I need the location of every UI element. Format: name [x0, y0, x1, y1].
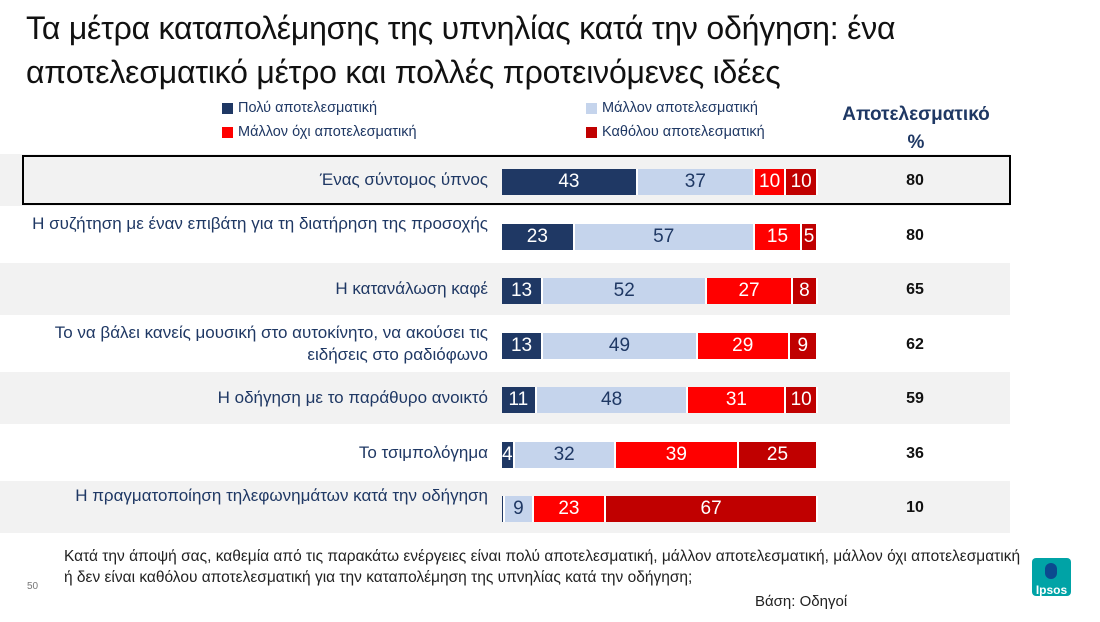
- category-label: Η κατανάλωση καφέ: [335, 279, 488, 298]
- legend-item-not-effective: Καθόλου αποτελεσματική: [586, 124, 765, 140]
- bar-segment-rather-effective: 32: [514, 441, 616, 468]
- legend-item-very-effective: Πολύ αποτελεσματική: [222, 100, 377, 116]
- legend-label-rather-not-effective: Μάλλον όχι αποτελεσματική: [238, 124, 417, 140]
- effective-column-header-unit: %: [907, 132, 925, 153]
- bar-segment-not-effective: 67: [606, 496, 818, 522]
- effective-total: 10: [906, 499, 924, 516]
- bar-segment-very-effective: 13: [502, 332, 544, 359]
- bar-segment-rather-effective: 37: [637, 169, 755, 195]
- bar-segment-rather-effective: 52: [543, 278, 708, 304]
- bar-segment-rather-not-effective: 10: [754, 169, 787, 195]
- legend-swatch-not-effective: [586, 126, 597, 138]
- bar-segment-rather-not-effective: 31: [688, 387, 787, 413]
- effective-column-header-title: Αποτελεσματικό: [842, 104, 990, 125]
- category-label: Ένας σύντομος ύπνος: [319, 170, 488, 189]
- legend-swatch-rather-not-effective: [222, 126, 233, 138]
- bar-segment-rather-effective: 57: [574, 223, 755, 250]
- effective-total: 36: [906, 444, 924, 462]
- page-number: 50: [27, 581, 39, 592]
- category-label: Το να βάλει κανείς μουσική στο αυτοκίνητ…: [54, 322, 488, 364]
- ipsos-logo-mark: [1045, 563, 1057, 579]
- bar-segment-very-effective: 4: [502, 441, 515, 468]
- bar-segment-rather-not-effective: 39: [615, 441, 739, 468]
- bar-segment-rather-not-effective: 23: [533, 496, 607, 522]
- legend-label-very-effective: Πολύ αποτελεσματική: [238, 100, 378, 116]
- bar-segment-rather-not-effective: 27: [707, 278, 793, 304]
- category-label: Η οδήγηση με το παράθυρο ανοικτό: [217, 388, 488, 407]
- bar-segment-very-effective: 13: [502, 278, 544, 304]
- effective-column-header: Αποτελεσματικό %: [826, 101, 1006, 157]
- effective-total: 80: [906, 226, 924, 244]
- bar-segment-not-effective: 8: [792, 278, 818, 304]
- category-label: Το τσιμπολόγημα: [358, 442, 488, 462]
- chart-title: Τα μέτρα καταπολέμησης της υπνηλίας κατά…: [26, 10, 896, 90]
- legend-label-not-effective: Καθόλου αποτελεσματική: [602, 124, 765, 140]
- category-label: Η συζήτηση με έναν επιβάτη για τη διατήρ…: [32, 213, 488, 233]
- bar-segment-very-effective: [502, 496, 506, 522]
- category-label: Η πραγματοποίηση τηλεφωνημάτων κατά την …: [75, 486, 488, 505]
- legend-swatch-rather-effective: [586, 102, 597, 114]
- bar-segment-not-effective: 9: [789, 332, 818, 359]
- effective-total: 65: [906, 281, 924, 298]
- bar-segment-very-effective: 23: [502, 223, 575, 250]
- ipsos-logo-text: Ipsos: [1035, 583, 1068, 597]
- bar-segment-not-effective: 10: [786, 169, 818, 195]
- bar-segment-rather-not-effective: 29: [697, 332, 790, 359]
- effective-total: 59: [906, 390, 924, 407]
- ipsos-logo: Ipsos: [1032, 558, 1071, 597]
- effective-total: 62: [906, 335, 924, 353]
- bar-segment-not-effective: 5: [802, 223, 818, 250]
- bar-segment-not-effective: 25: [739, 441, 818, 468]
- bar-segment-rather-effective: 49: [543, 332, 698, 359]
- highlighted-row-frame: [22, 155, 1011, 205]
- legend-item-rather-effective: Μάλλον αποτελεσματική: [586, 100, 758, 116]
- bar-segment-very-effective: 11: [502, 387, 537, 413]
- legend-label-rather-effective: Μάλλον αποτελεσματική: [602, 100, 758, 116]
- legend-swatch-very-effective: [222, 102, 233, 114]
- bar-segment-rather-effective: 48: [536, 387, 689, 413]
- effective-total: 80: [906, 172, 924, 189]
- legend-item-rather-not-effective: Μάλλον όχι αποτελεσματική: [222, 124, 417, 140]
- bar-segment-rather-effective: 9: [505, 496, 534, 522]
- base-note: Βάση: Οδηγοί: [755, 593, 848, 610]
- bar-segment-not-effective: 10: [786, 387, 818, 413]
- question-footnote: Κατά την άποψή σας, καθεμία από τις παρα…: [64, 548, 1021, 586]
- bar-segment-rather-not-effective: 15: [754, 223, 803, 250]
- bar-segment-very-effective: 43: [502, 169, 638, 195]
